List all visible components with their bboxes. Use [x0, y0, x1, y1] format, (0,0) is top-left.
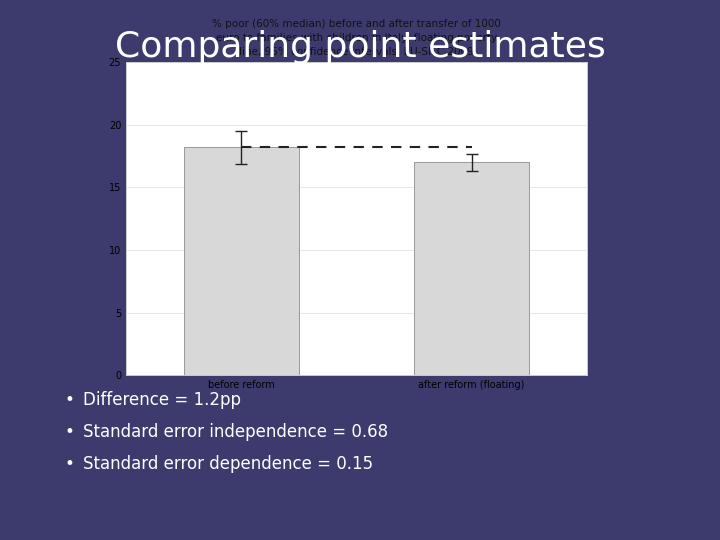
Text: •: •	[65, 390, 75, 409]
Text: Standard error dependence = 0.15: Standard error dependence = 0.15	[83, 455, 373, 474]
Bar	[414, 163, 529, 375]
Title: % poor (60% median) before and after transfer of 1000
euro to families with chil: % poor (60% median) before and after tra…	[212, 19, 501, 57]
Text: •: •	[65, 423, 75, 441]
Bar	[184, 147, 299, 375]
Text: •: •	[65, 455, 75, 474]
Text: Comparing point estimates: Comparing point estimates	[114, 30, 606, 64]
Text: Standard error independence = 0.68: Standard error independence = 0.68	[83, 423, 388, 441]
Text: Difference = 1.2pp: Difference = 1.2pp	[83, 390, 240, 409]
